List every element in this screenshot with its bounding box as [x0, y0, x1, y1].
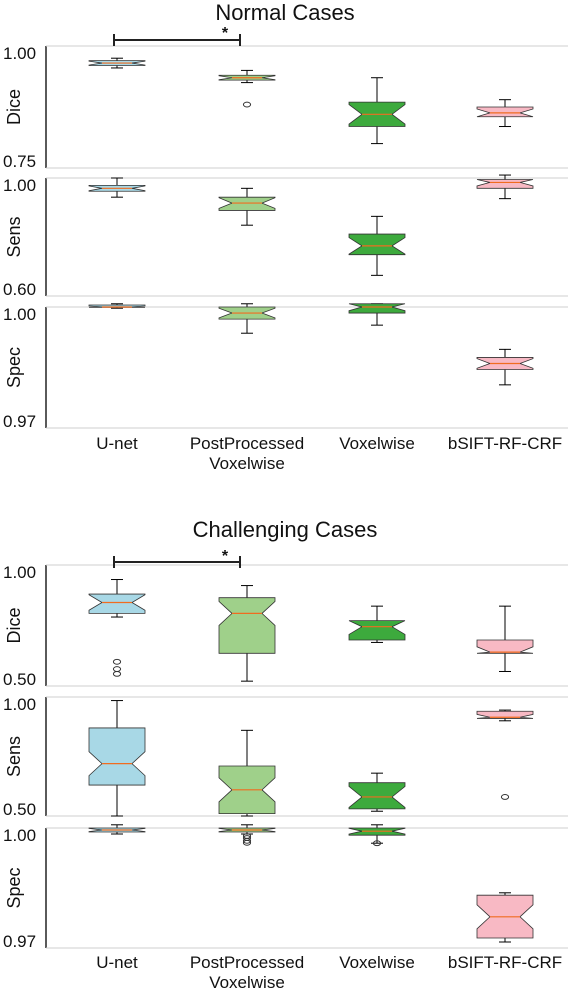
box-body — [476, 179, 534, 189]
box-2 — [348, 77, 406, 145]
panel-sens: 1.00 0.60 Sens — [3, 174, 568, 299]
significance-label: * — [222, 548, 229, 565]
y-tick-label-max: 1.00 — [3, 305, 36, 324]
category-label-1: PostProcessed Voxelwise — [190, 953, 304, 990]
box-1 — [218, 187, 276, 226]
box-3 — [476, 348, 534, 386]
outlier-0 — [500, 794, 510, 800]
box-body — [348, 782, 406, 810]
y-tick-label-min: 0.75 — [3, 152, 36, 171]
y-tick-label-max: 1.00 — [3, 44, 36, 63]
challenging-cases-title: Challenging Cases — [193, 517, 378, 542]
significance-label: * — [222, 25, 229, 42]
y-tick-label-max: 1.00 — [3, 695, 36, 714]
y-tick-label-min: 0.60 — [3, 280, 36, 299]
box-body — [88, 727, 146, 786]
y-tick-label-max: 1.00 — [3, 826, 36, 845]
normal-cases-group: Normal Cases 1.000.75Dice1.000.60Sens1.0… — [3, 0, 568, 473]
box-0 — [88, 57, 146, 69]
box-0 — [88, 579, 146, 677]
significance-bracket: * — [113, 25, 241, 46]
normal-plot-area: 1.00 0.75 Dice 1.00 0.60 Sens 1.00 0.97 Spec * U-n… — [3, 25, 568, 473]
y-tick-label-min: 0.50 — [3, 670, 36, 689]
box-body — [476, 106, 534, 118]
box-body — [348, 620, 406, 641]
challenging-plot-area: 1.00 0.50 Dice 1.00 0.50 Sens 1.00 0.97 Spec * U-n… — [3, 548, 568, 990]
outlier-1 — [112, 666, 122, 672]
y-axis-label: Sens — [4, 216, 24, 257]
outlier-3 — [242, 839, 252, 846]
panel-spec: 1.00 0.97 Spec — [3, 824, 568, 951]
box-0 — [88, 303, 146, 309]
box-body — [218, 597, 276, 654]
box-2 — [348, 605, 406, 643]
box-3 — [476, 709, 534, 800]
outlier-0 — [242, 101, 252, 108]
y-tick-label-max: 1.00 — [3, 176, 36, 195]
panel-spec: 1.00 0.97 Spec — [3, 303, 568, 431]
box-2 — [348, 303, 406, 326]
box-2 — [348, 824, 406, 847]
category-label-1: PostProcessed Voxelwise — [190, 434, 304, 473]
box-body — [348, 303, 406, 314]
box-body — [218, 196, 276, 211]
category-label-0: U-net — [96, 953, 138, 972]
outlier-0 — [372, 840, 382, 847]
box-body — [88, 593, 146, 614]
y-axis-label: Sens — [4, 736, 24, 777]
box-3 — [476, 174, 534, 200]
y-axis-label: Spec — [4, 347, 24, 388]
outlier-2 — [112, 671, 122, 677]
box-3 — [476, 892, 534, 943]
box-1 — [218, 729, 276, 817]
outlier-2 — [242, 837, 252, 844]
y-tick-label-max: 1.00 — [3, 563, 36, 582]
box-2 — [348, 772, 406, 812]
box-1 — [218, 69, 276, 108]
category-label-2: Voxelwise — [339, 434, 415, 453]
y-axis-label: Spec — [4, 867, 24, 908]
box-1 — [218, 303, 276, 334]
normal-cases-title: Normal Cases — [215, 0, 354, 25]
y-tick-label-min: 0.50 — [3, 800, 36, 819]
y-axis-label: Dice — [4, 89, 24, 125]
category-label-3: bSIFT-RF-CRF — [448, 434, 562, 453]
box-3 — [476, 99, 534, 128]
box-0 — [88, 824, 146, 835]
box-body — [348, 233, 406, 256]
outlier-0 — [112, 658, 122, 665]
box-3 — [476, 605, 534, 672]
box-body — [476, 639, 534, 654]
y-tick-label-min: 0.97 — [3, 412, 36, 431]
category-label-2: Voxelwise — [339, 953, 415, 972]
box-0 — [88, 177, 146, 198]
y-axis-label: Dice — [4, 607, 24, 643]
panel-dice: 1.00 0.75 Dice — [3, 44, 568, 171]
box-1 — [218, 824, 276, 846]
y-tick-label-min: 0.97 — [3, 932, 36, 951]
category-label-0: U-net — [96, 434, 138, 453]
box-2 — [348, 215, 406, 276]
panel-sens: 1.00 0.50 Sens — [3, 695, 568, 819]
box-0 — [88, 700, 146, 817]
category-label-3: bSIFT-RF-CRF — [448, 953, 562, 972]
panel-dice: 1.00 0.50 Dice — [3, 563, 568, 689]
significance-bracket: * — [113, 548, 241, 568]
challenging-cases-group: Challenging Cases 1.00 0.50 Dice 1.00 0.50 Se… — [3, 517, 568, 990]
box-1 — [218, 585, 276, 682]
